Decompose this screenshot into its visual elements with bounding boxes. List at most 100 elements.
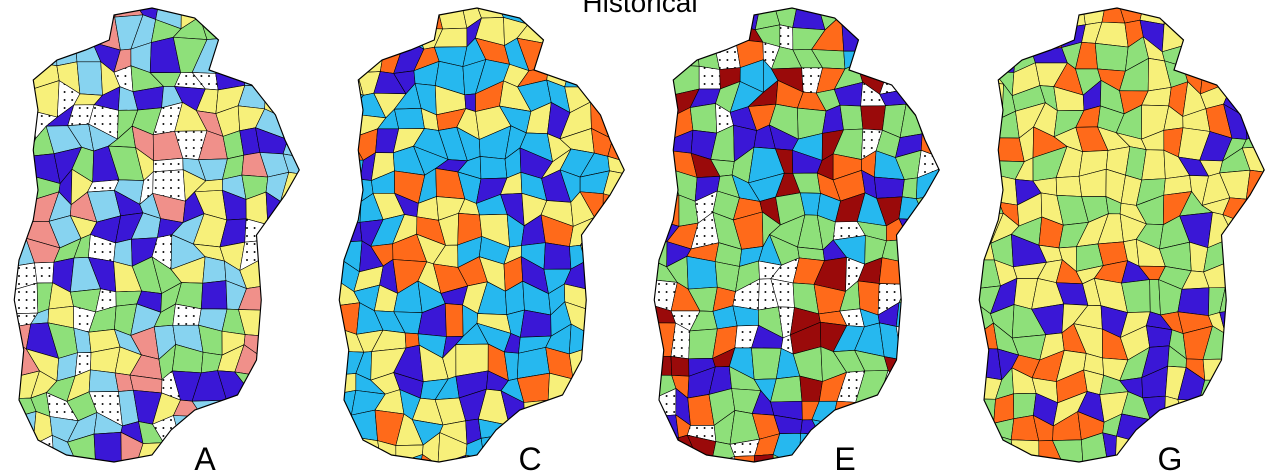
land-patch bbox=[624, 216, 653, 249]
land-patch bbox=[0, 290, 13, 314]
land-patch bbox=[285, 0, 310, 21]
land-patch bbox=[12, 432, 33, 468]
land-patch bbox=[947, 234, 965, 271]
land-patch bbox=[580, 346, 615, 380]
map-panel bbox=[623, 0, 971, 475]
land-patch bbox=[4, 458, 38, 475]
land-patch bbox=[623, 85, 649, 111]
land-patch bbox=[606, 371, 623, 403]
land-patch bbox=[285, 215, 310, 249]
land-patch bbox=[692, 460, 715, 475]
land-patch bbox=[613, 248, 624, 262]
land-patch bbox=[1178, 435, 1213, 467]
land-patch bbox=[6, 134, 35, 157]
land-patch bbox=[1272, 127, 1276, 155]
land-patch bbox=[1245, 411, 1275, 440]
land-patch bbox=[1249, 259, 1275, 284]
land-patch bbox=[874, 177, 904, 198]
land-patch bbox=[884, 438, 901, 465]
land-patch bbox=[286, 324, 306, 355]
land-patch bbox=[309, 94, 331, 117]
land-patch bbox=[1246, 60, 1264, 85]
land-patch bbox=[835, 0, 866, 16]
land-patch bbox=[335, 0, 354, 21]
land-patch bbox=[279, 50, 310, 70]
land-patch bbox=[1221, 59, 1252, 85]
land-patch bbox=[567, 461, 591, 475]
land-patch bbox=[671, 356, 689, 376]
land-patch bbox=[333, 411, 354, 445]
land-patch bbox=[236, 412, 265, 441]
land-patch bbox=[924, 368, 951, 403]
land-patch bbox=[201, 281, 227, 309]
land-patch bbox=[857, 49, 887, 73]
land-patch bbox=[585, 261, 613, 290]
land-patch bbox=[359, 464, 382, 475]
land-patch bbox=[587, 394, 607, 422]
land-patch bbox=[8, 283, 38, 314]
land-patch bbox=[949, 434, 978, 469]
land-patch bbox=[255, 436, 287, 466]
land-patch bbox=[948, 194, 968, 214]
land-patch bbox=[990, 21, 1017, 46]
land-patch bbox=[1252, 22, 1271, 50]
land-patch bbox=[649, 461, 675, 475]
land-patch bbox=[956, 136, 981, 157]
land-patch bbox=[278, 396, 309, 416]
land-patch bbox=[297, 259, 320, 282]
land-patch bbox=[0, 313, 13, 332]
land-patch bbox=[879, 258, 907, 285]
land-patch bbox=[1183, 45, 1204, 67]
land-patch bbox=[1246, 469, 1272, 475]
land-patch bbox=[320, 0, 342, 21]
land-patch bbox=[938, 278, 969, 308]
land-patch bbox=[1254, 0, 1266, 29]
land-patch bbox=[906, 239, 925, 271]
land-patch bbox=[0, 398, 19, 419]
land-patch bbox=[861, 0, 884, 29]
land-patch bbox=[916, 194, 950, 221]
land-patch bbox=[75, 461, 101, 475]
land-patch bbox=[39, 23, 57, 42]
land-patch bbox=[351, 1, 382, 21]
land-patch bbox=[77, 62, 103, 96]
land-patch bbox=[812, 420, 832, 446]
land-patch bbox=[51, 1, 78, 28]
panel-label: E bbox=[834, 441, 855, 475]
panel-label: G bbox=[1158, 441, 1183, 475]
land-patch bbox=[587, 436, 614, 466]
land-patch bbox=[288, 259, 307, 291]
land-patch bbox=[1221, 358, 1250, 380]
land-patch bbox=[277, 85, 312, 117]
land-patch bbox=[895, 72, 920, 95]
land-patch bbox=[56, 18, 75, 41]
land-patch bbox=[1271, 191, 1276, 219]
land-patch bbox=[544, 27, 568, 46]
land-patch bbox=[309, 199, 328, 215]
land-patch bbox=[896, 303, 930, 333]
panel-label: C bbox=[518, 441, 541, 475]
land-patch bbox=[277, 436, 307, 466]
land-patch bbox=[310, 202, 341, 227]
land-patch bbox=[627, 455, 653, 475]
map-panel bbox=[949, 0, 1276, 475]
land-patch bbox=[949, 469, 978, 475]
land-patch bbox=[885, 416, 906, 439]
land-patch bbox=[1221, 42, 1252, 70]
land-patch bbox=[627, 458, 655, 475]
land-patch bbox=[301, 376, 331, 399]
land-patch bbox=[1065, 461, 1085, 475]
land-patch bbox=[1224, 410, 1252, 439]
land-patch bbox=[1249, 283, 1268, 307]
land-patch bbox=[971, 39, 1005, 72]
land-patch bbox=[0, 432, 14, 468]
land-patch bbox=[299, 126, 328, 158]
land-patch bbox=[310, 21, 331, 50]
land-patch bbox=[646, 64, 672, 95]
land-patch bbox=[311, 238, 343, 261]
land-patch bbox=[625, 146, 645, 175]
land-patch bbox=[308, 214, 328, 249]
land-patch bbox=[5, 91, 32, 111]
land-patch bbox=[281, 199, 311, 227]
land-patch bbox=[1264, 81, 1276, 109]
